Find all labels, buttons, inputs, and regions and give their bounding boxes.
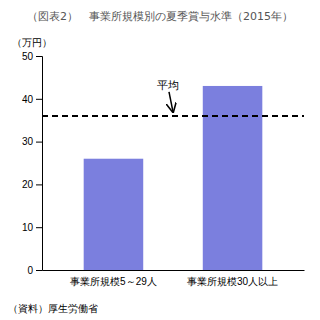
y-tick: 0 (27, 265, 42, 276)
x-tick: 事業所規模30人以上 (187, 270, 278, 287)
y-tick-label: 10 (22, 222, 34, 233)
average-line (42, 115, 304, 117)
chart-container: 0 10 20 30 40 50 事業所規模5～29人 事業所規模30人以上 平均 （万円） （図表… (0, 0, 320, 320)
y-tick: 20 (22, 179, 42, 190)
x-tick-label: 事業所規模5～29人 (70, 276, 157, 287)
y-tick-mark (36, 227, 42, 228)
x-tick-label: 事業所規模30人以上 (187, 276, 278, 287)
x-axis-line (43, 270, 305, 271)
annotation-label: 平均 (157, 79, 179, 92)
marks (42, 86, 304, 270)
x-tick: 事業所規模5～29人 (70, 270, 157, 287)
plot-area: 0 10 20 30 40 50 事業所規模5～29人 事業所規模30人以上 平均 (22, 51, 305, 287)
y-tick-mark (36, 184, 42, 185)
chart-svg: 0 10 20 30 40 50 事業所規模5～29人 事業所規模30人以上 平均 （万円） （図表… (0, 0, 320, 320)
y-tick-mark (36, 142, 42, 143)
y-tick-mark (36, 56, 42, 57)
annotation-arrow (169, 92, 173, 112)
y-tick-label: 40 (22, 94, 34, 105)
y-tick-label: 20 (22, 179, 34, 190)
y-tick-label: 0 (27, 265, 33, 276)
y-tick: 30 (22, 136, 42, 147)
y-axis-line (36, 57, 43, 271)
bar (203, 86, 263, 270)
y-tick: 50 (22, 51, 42, 62)
source: （資料）厚生労働省 (8, 303, 98, 314)
y-tick-mark (36, 270, 42, 271)
y-tick-label: 50 (22, 51, 34, 62)
y-tick-label: 30 (22, 136, 34, 147)
y-tick-mark (36, 99, 42, 100)
y-tick: 40 (22, 94, 42, 105)
y-tick: 10 (22, 222, 42, 233)
title: （図表2） 事業所規模別の夏季賞与水準（2015年） (27, 10, 293, 23)
bar (84, 159, 144, 270)
y-axis: 0 10 20 30 40 50 (22, 51, 43, 276)
x-axis: 事業所規模5～29人 事業所規模30人以上 (43, 270, 305, 287)
y-axis-label: （万円） (12, 37, 52, 48)
